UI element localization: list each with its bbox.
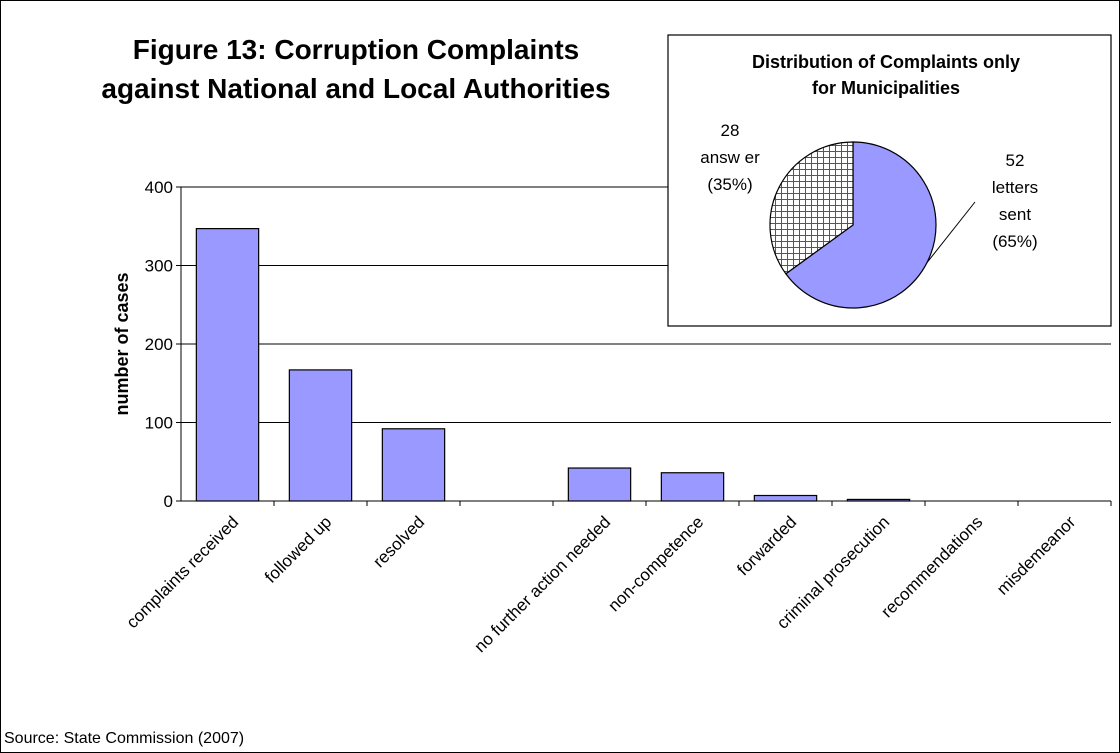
- bar: [381, 428, 446, 502]
- pie-slice: [769, 141, 854, 275]
- x-tick-label: complaints received: [123, 512, 243, 632]
- y-tick-label: 100: [145, 414, 173, 433]
- pie-slice-label: letters: [992, 178, 1038, 197]
- y-tick-label: 200: [145, 335, 173, 354]
- x-tick-label: followed up: [261, 512, 335, 586]
- pie-slice-label: 52: [1006, 151, 1025, 170]
- y-tick-label: 0: [164, 492, 173, 511]
- chart-title-line-2: against National and Local Authorities: [101, 73, 610, 104]
- bar: [846, 498, 911, 502]
- bar: [567, 467, 632, 502]
- bar-chart: 0 100 200 300 400 number of cases complaints r…: [112, 178, 1112, 656]
- chart-title-line-1: Figure 13: Corruption Complaints: [133, 34, 579, 65]
- bar: [195, 228, 260, 502]
- x-tick-label: recommendations: [877, 512, 986, 621]
- bar: [660, 472, 725, 502]
- x-tick-label: resolved: [369, 512, 428, 571]
- source-note: Source: State Commission (2007): [4, 730, 244, 747]
- y-tick-label: 300: [145, 257, 173, 276]
- pie-leader-line: [926, 201, 976, 263]
- x-tick-label: forwarded: [733, 512, 800, 579]
- pie-inset: Distribution of Complaints only for Munic…: [667, 34, 1112, 327]
- y-tick-label: 400: [145, 178, 173, 197]
- pie-slice-label: answ er: [700, 148, 760, 167]
- pie-slice-label: (65%): [992, 232, 1037, 251]
- inset-title-line: Distribution of Complaints only: [752, 52, 1020, 72]
- y-axis-label: number of cases: [112, 272, 132, 415]
- x-tick-label: misdemeanor: [993, 512, 1079, 598]
- pie-slice-label: (35%): [707, 175, 752, 194]
- x-tick-label: no further action needed: [471, 512, 615, 656]
- bar: [288, 369, 353, 502]
- bar: [753, 494, 818, 502]
- pie-slice-label: 28: [721, 121, 740, 140]
- inset-title-line: for Municipalities: [812, 78, 960, 98]
- pie-slice: [785, 141, 937, 309]
- x-tick-label: non-competence: [604, 512, 707, 615]
- pie-slice-label: sent: [999, 205, 1031, 224]
